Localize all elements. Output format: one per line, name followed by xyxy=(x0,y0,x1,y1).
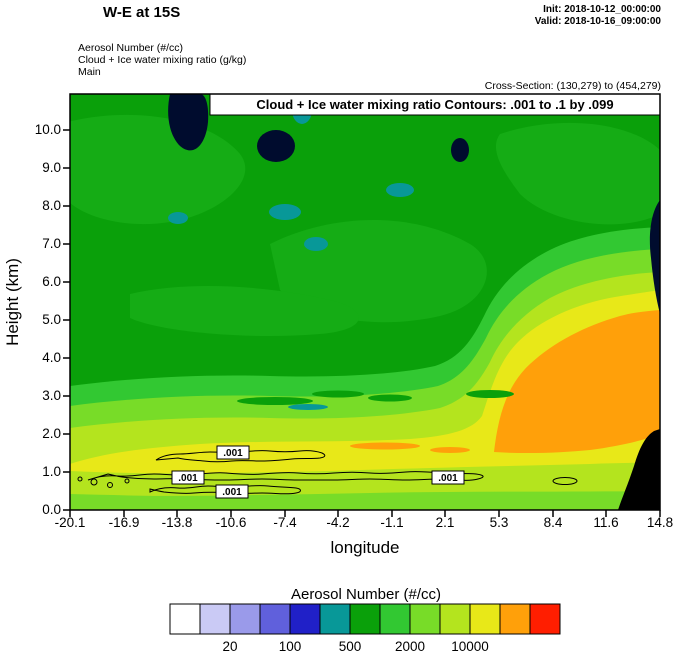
colorbar-tick-label: 500 xyxy=(339,639,362,654)
contour-label-box xyxy=(215,484,249,499)
x-tick-label: 8.4 xyxy=(544,515,563,530)
y-tick-label: 3.0 xyxy=(42,388,61,403)
contour-cell xyxy=(77,476,83,482)
orange-streak xyxy=(350,442,420,450)
init-timestamp: Init: 2018-10-12_00:00:00 xyxy=(543,4,661,15)
contour-cell xyxy=(124,478,130,484)
contour-label: .001 xyxy=(222,487,242,498)
inner-title: Cloud + Ice water mixing ratio Contours:… xyxy=(256,97,613,112)
teal-patch xyxy=(168,212,188,224)
teal-patch xyxy=(304,237,328,251)
y-tick-label: 1.0 xyxy=(42,464,61,479)
y-tick-label: 0.0 xyxy=(42,502,61,517)
dark-green-streak xyxy=(312,390,364,398)
colorbar-cell xyxy=(409,603,441,635)
page-title: W-E at 15S xyxy=(103,4,180,21)
colorbar-cell xyxy=(259,603,291,635)
aerosol-fill-field: .001 .001 .001 .001 xyxy=(70,94,660,510)
x-axis-title: longitude xyxy=(330,538,399,557)
colorbar-cell xyxy=(529,603,561,635)
contour-label-box xyxy=(171,470,205,485)
contour-label: .001 xyxy=(223,448,243,459)
colorbar-cell xyxy=(199,603,231,635)
contour-field-name: Cloud + Ice water mixing ratio (g/kg) xyxy=(78,54,246,66)
colorbar-tick-label: 100 xyxy=(279,639,302,654)
y-tick-label: 2.0 xyxy=(42,426,61,441)
aerosol-minimum-pocket xyxy=(649,200,660,314)
contour-line xyxy=(155,450,326,463)
contour-line xyxy=(87,471,484,481)
x-tick-label: -4.2 xyxy=(326,515,349,530)
x-tick-label: -13.8 xyxy=(162,515,193,530)
green-texture-blob xyxy=(495,122,660,225)
colorbar-cell xyxy=(349,603,381,635)
orange-streak xyxy=(430,447,470,453)
terrain-silhouette xyxy=(618,429,660,510)
contour-labels: .001 .001 .001 .001 xyxy=(171,445,465,499)
colorbar-cell xyxy=(229,603,261,635)
dark-green-streak xyxy=(466,390,514,398)
plot-frame xyxy=(69,93,661,511)
x-tick-label: 14.8 xyxy=(647,515,673,530)
teal-patch xyxy=(386,183,414,197)
x-tick-label: -7.4 xyxy=(273,515,297,530)
colorbar-title: Aerosol Number (#/cc) xyxy=(291,586,441,603)
y-tick-label: 4.0 xyxy=(42,350,61,365)
dark-green-streak xyxy=(237,397,313,405)
colorbar-tick-label: 10000 xyxy=(451,639,489,654)
aerosol-minimum-pocket xyxy=(168,94,209,151)
teal-streak xyxy=(288,404,328,410)
aerosol-minimum-pocket xyxy=(451,138,469,162)
colorbar-cell xyxy=(169,603,201,635)
y-tick-label: 8.0 xyxy=(42,198,61,213)
colorbar-cell xyxy=(379,603,411,635)
contour-label: .001 xyxy=(438,473,458,484)
y-tick-label: 7.0 xyxy=(42,236,61,251)
y-axis-title: Height (km) xyxy=(3,258,22,346)
fill-field-name: Aerosol Number (#/cc) xyxy=(78,42,183,54)
contour-label-box xyxy=(216,445,250,460)
cloud-ice-contours xyxy=(77,450,578,495)
y-tick-label: 10.0 xyxy=(35,122,61,137)
aerosol-minimum-pocket xyxy=(257,130,295,162)
cross-section-label: Cross-Section: (130,279) to (454,279) xyxy=(485,80,661,92)
contour-line xyxy=(149,485,301,495)
contour-cell xyxy=(552,477,578,485)
colorbar-tick-label: 20 xyxy=(222,639,237,654)
y-tick-label: 5.0 xyxy=(42,312,61,327)
y-tick-label: 9.0 xyxy=(42,160,61,175)
valid-timestamp: Valid: 2018-10-16_09:00:00 xyxy=(535,16,662,27)
dark-green-streak xyxy=(368,394,412,402)
colorbar xyxy=(169,603,561,635)
x-tick-label: -10.6 xyxy=(216,515,247,530)
colorbar-tick-label: 2000 xyxy=(395,639,425,654)
grid-name: Main xyxy=(78,66,101,78)
teal-patch xyxy=(269,204,301,220)
x-tick-label: -20.1 xyxy=(55,515,86,530)
colorbar-cell xyxy=(319,603,351,635)
x-tick-label: 11.6 xyxy=(593,515,618,530)
x-tick-label: -16.9 xyxy=(109,515,140,530)
x-tick-label: 5.3 xyxy=(490,515,509,530)
colorbar-cell xyxy=(439,603,471,635)
contour-cell xyxy=(90,478,98,486)
green-texture-blob xyxy=(130,286,359,337)
y-axis-ticks xyxy=(63,129,70,511)
colorbar-cell xyxy=(469,603,501,635)
y-tick-label: 6.0 xyxy=(42,274,61,289)
contour-label-box xyxy=(431,470,465,485)
colorbar-cell xyxy=(289,603,321,635)
x-tick-label: 2.1 xyxy=(436,515,455,530)
contour-cell xyxy=(107,482,113,488)
contour-label: .001 xyxy=(178,473,198,484)
fill-orange-plume xyxy=(494,310,660,454)
x-tick-label: -1.1 xyxy=(380,515,403,530)
colorbar-cell xyxy=(499,603,531,635)
x-axis-ticks xyxy=(69,510,661,517)
